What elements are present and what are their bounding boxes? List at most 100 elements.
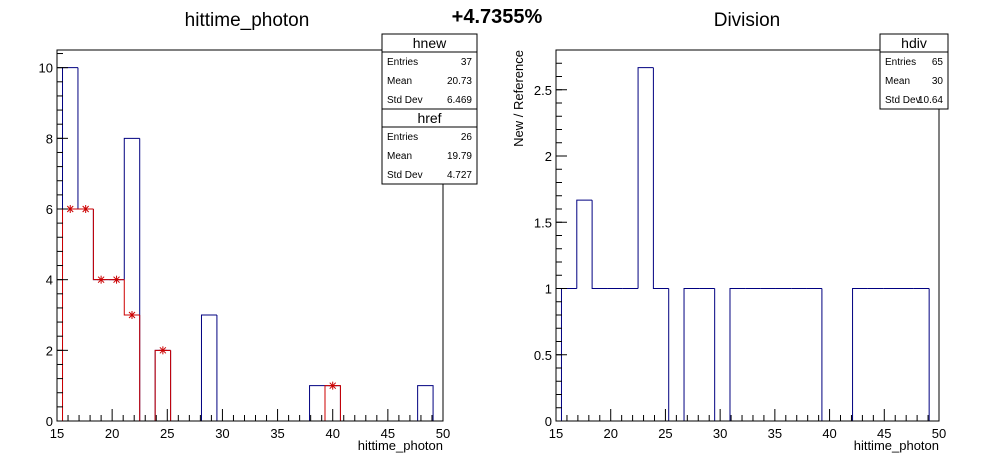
href-bin-0 [62,208,78,421]
series-hdiv [560,67,940,422]
stats-row-label: Std Dev [885,95,921,106]
x-tick-label: 50 [436,426,450,441]
right-series-layer [560,67,940,422]
right-division-panel: Division 15 20 25 30 35 40 45 50 0 0.5 1 1.5 2 2.5 hi… [511,10,949,453]
x-tick-label: 15 [549,426,563,441]
hdiv-bin-8 [683,288,700,421]
stats-row-value: 19.79 [447,151,472,162]
href-bin-6 [154,349,171,421]
stats-box-title: href [417,110,441,126]
stats-box-title: hnew [413,35,447,51]
hnew-bin-5 [139,138,156,422]
hdiv-bin-19 [852,288,868,421]
hdiv-bin-24 [928,288,939,422]
y-tick-label: 0 [545,414,552,429]
href-marker-17 [328,381,337,390]
stats-row-value: 65 [932,57,944,68]
hdiv-bin-10 [714,288,730,422]
x-tick-label: 15 [50,426,64,441]
left-plot-frame [56,49,444,422]
y-tick-label: 6 [46,202,53,217]
stats-row-label: Entries [885,57,916,68]
y-tick-label: 1 [545,282,552,297]
y-tick-label: 10 [39,61,53,76]
x-tick-label: 35 [768,426,782,441]
y-tick-label: 0 [46,414,53,429]
stats-row-value: 20.73 [447,76,472,87]
hnew-bin-6 [154,349,171,421]
stats-box-title: hdiv [901,35,927,51]
hnew-bin-9 [200,314,217,421]
hnew-bin-7 [170,350,187,422]
x-tick-label: 30 [215,426,229,441]
stats-row-label: Entries [387,57,418,68]
hnew-bin-16 [309,385,325,421]
stats-box-href: href Entries 26 Mean 19.79 Std Dev 4.727 [381,108,478,185]
stats-row-value: 37 [461,57,473,68]
stats-row-label: Mean [387,151,412,162]
x-tick-label: 40 [822,426,836,441]
stats-row-label: Mean [387,76,412,87]
right-chart-title: Division [714,10,781,31]
x-tick-label: 50 [932,426,946,441]
hdiv-bin-7 [668,288,685,422]
hnew-bin-4 [123,137,140,280]
hdiv-bin-2 [591,200,608,289]
left-x-axis-title: hittime_photon [358,438,443,453]
href-bin-2 [92,209,109,281]
hnew-bin-0 [62,67,78,421]
left-histogram-panel: hittime_photon 15 20 25 30 35 40 45 50 0 2 4 6 8 10 h… [39,10,478,453]
href-bin-7 [170,350,187,422]
x-tick-label: 20 [603,426,617,441]
stats-box-hnew: hnew Entries 37 Mean 20.73 Std Dev 6.469 [381,33,478,110]
hnew-bin-2 [92,209,109,281]
left-chart-title: hittime_photon [185,10,310,31]
stats-row-value: 10.64 [918,95,943,106]
x-tick-label: 45 [877,426,891,441]
hnew-bin-18 [339,385,356,422]
hdiv-bin-5 [637,67,654,289]
stats-row-label: Std Dev [387,95,423,106]
href-marker-6 [158,346,167,355]
href-marker-4 [127,311,136,319]
percent-difference-label: +4.7355% [452,6,543,28]
stats-row-label: Std Dev [387,170,423,181]
hdiv-bin-1 [576,199,593,289]
x-tick-label: 30 [713,426,727,441]
y-tick-label: 4 [46,273,53,288]
hnew-bin-10 [216,315,233,422]
stats-row-value: 4.727 [447,170,472,181]
hdiv-bin-6 [652,67,669,289]
right-y-axis-title: New / Reference [511,50,526,147]
y-tick-label: 8 [46,131,53,146]
href-marker-2 [97,275,106,284]
right-axis-ticks: 15 20 25 30 35 40 45 50 0 0.5 1 1.5 2 2.5 [534,49,946,441]
hdiv-bin-11 [729,288,746,421]
right-x-axis-title: hittime_photon [854,438,939,453]
y-tick-label: 1.5 [534,215,552,230]
x-tick-label: 20 [105,426,119,441]
y-tick-label: 2.5 [534,83,552,98]
hnew-bin-1 [77,67,94,210]
stats-row-value: 30 [932,76,944,87]
hnew-bin-23 [417,385,434,421]
left-axis-ticks: 15 20 25 30 35 40 45 50 0 2 4 6 8 10 [39,53,450,441]
stats-row-label: Entries [387,132,418,143]
x-tick-label: 25 [160,426,174,441]
y-tick-label: 2 [545,149,552,164]
href-marker-1 [81,205,90,213]
x-tick-label: 40 [325,426,339,441]
href-marker-3 [112,275,121,284]
y-tick-label: 0.5 [534,348,552,363]
x-tick-label: 35 [270,426,284,441]
left-series-layer [62,67,434,422]
series-hnew [62,67,434,422]
href-bin-4 [123,279,140,316]
y-tick-label: 2 [46,343,53,358]
hdiv-bin-17 [821,288,838,422]
x-tick-label: 45 [381,426,395,441]
stats-row-value: 26 [461,132,473,143]
